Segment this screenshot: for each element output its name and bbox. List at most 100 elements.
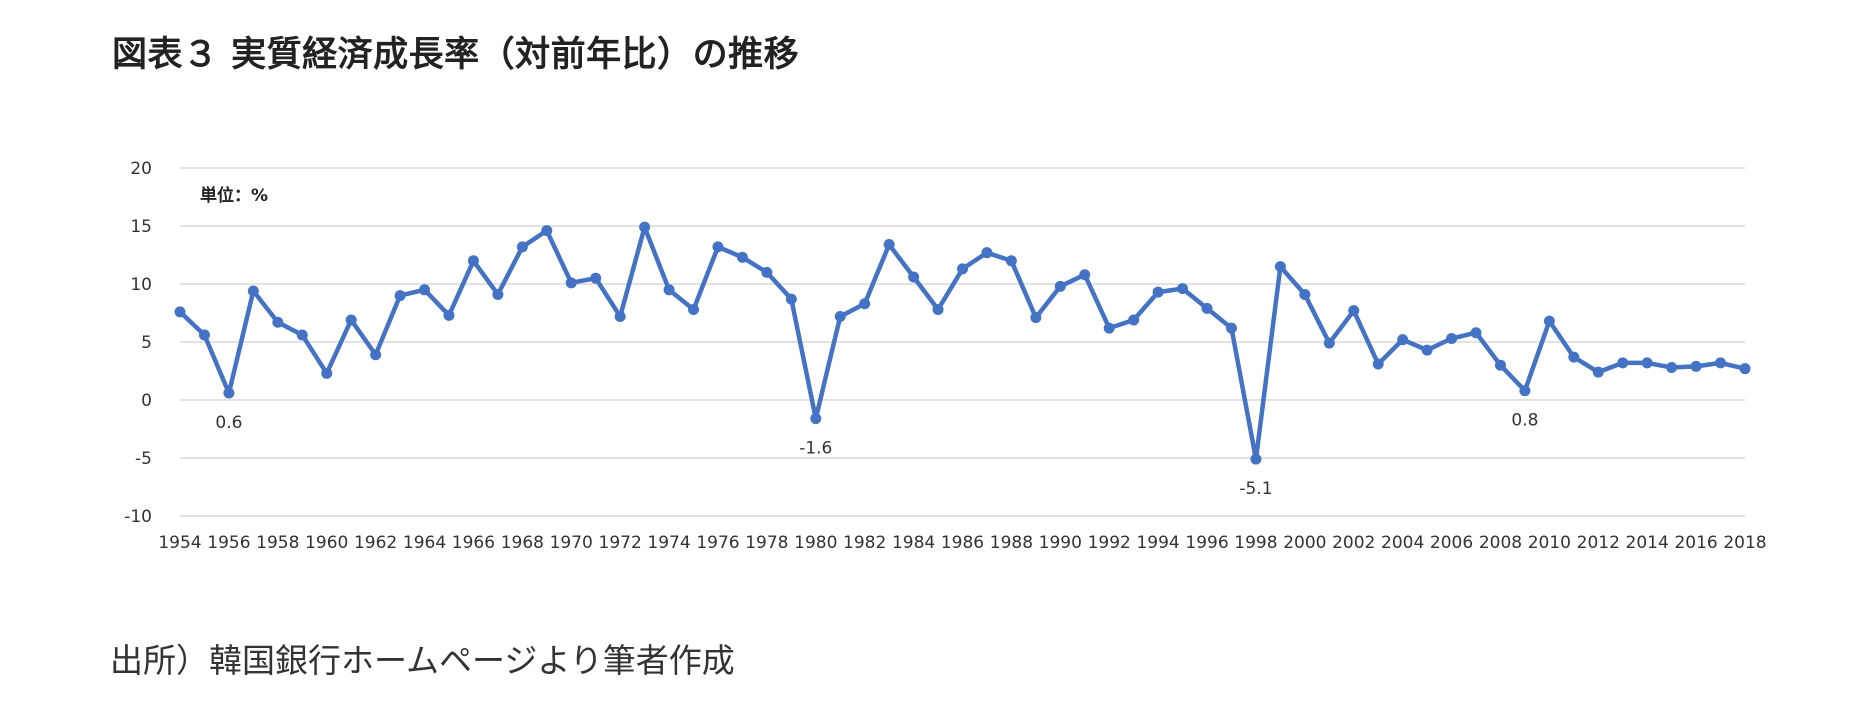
x-tick-label: 1980 [794,533,837,553]
data-point [198,329,210,341]
data-point [1348,305,1360,317]
x-axis-tick-labels: 1954 1956 1958 1960 1962 1964 1966 1968 1970 1972… [158,533,1766,553]
data-point [1715,357,1727,369]
data-point [467,255,479,267]
y-tick-label: 0 [141,391,152,411]
data-point [174,306,186,318]
data-point [272,316,284,328]
data-point [1250,453,1262,465]
data-point [981,247,993,259]
data-point [321,367,333,379]
data-point [1641,357,1653,369]
data-point [1519,385,1531,397]
y-tick-label: -5 [135,449,152,469]
data-point [1421,344,1433,356]
data-point [1274,261,1286,273]
data-point [1030,312,1042,324]
data-point [492,288,504,300]
data-point [1470,327,1482,339]
data-point [516,241,528,253]
data-point [663,284,675,296]
data-point [565,277,577,289]
data-label: 0.6 [215,413,242,433]
data-point [785,293,797,305]
x-tick-label: 1956 [207,533,250,553]
data-point [223,387,235,399]
data-point [1054,280,1066,292]
x-tick-label: 1986 [941,533,984,553]
data-point [761,266,773,278]
data-point [1225,322,1237,334]
data-point [1201,302,1213,314]
x-tick-label: 1978 [745,533,788,553]
data-point [639,221,651,233]
data-point [908,271,920,283]
data-point [957,263,968,275]
data-point [859,298,871,310]
x-tick-label: 1966 [452,533,495,553]
x-tick-label: 1976 [696,533,739,553]
data-point [1739,363,1751,375]
data-point [1446,333,1458,345]
x-tick-label: 1970 [550,533,593,553]
data-point [296,329,308,341]
x-tick-label: 1984 [892,533,935,553]
data-point [883,239,895,251]
x-tick-label: 2018 [1723,533,1766,553]
x-tick-label: 1954 [158,533,201,553]
y-tick-label: 5 [141,333,152,353]
data-point [1543,315,1555,327]
series-line [177,224,1748,462]
x-tick-label: 1968 [501,533,544,553]
unit-label: 単位：% [200,185,268,206]
data-point [370,349,382,361]
data-point [1690,360,1702,372]
data-point [394,290,406,302]
x-tick-label: 1962 [354,533,397,553]
data-labels: 0.6 -1.6 -5.1 0.8 [215,411,1538,499]
x-tick-label: 1972 [599,533,642,553]
data-point [1128,314,1140,326]
x-tick-label: 2010 [1528,533,1571,553]
x-tick-label: 1998 [1234,533,1277,553]
y-tick-label: -10 [124,507,152,527]
x-tick-label: 1982 [843,533,886,553]
x-tick-label: 2016 [1674,533,1717,553]
data-point [1494,359,1506,371]
y-tick-label: 15 [130,217,152,237]
data-point [736,251,748,263]
data-point [345,314,357,326]
y-tick-label: 20 [130,159,152,179]
data-point [1323,337,1335,349]
gridlines [180,167,1745,517]
data-point [1177,283,1189,295]
data-point [1397,334,1409,346]
x-tick-label: 1988 [990,533,1033,553]
data-point [1079,269,1091,281]
x-tick-label: 1992 [1088,533,1131,553]
x-tick-label: 2008 [1479,533,1522,553]
data-label: 0.8 [1511,411,1538,431]
data-point [1592,366,1604,378]
series-line-path [177,224,1748,462]
x-tick-label: 2012 [1577,533,1620,553]
data-points [174,221,1751,465]
x-tick-label: 2000 [1283,533,1326,553]
x-tick-label: 2014 [1626,533,1669,553]
data-point [541,225,553,237]
x-tick-label: 1958 [256,533,299,553]
data-point [247,285,259,297]
data-point [1152,286,1164,298]
data-point [1372,358,1384,370]
data-point [1617,357,1629,369]
data-point [688,304,700,316]
y-axis-tick-labels: 20 15 10 5 0 -5 -10 [124,159,152,527]
x-tick-label: 1960 [305,533,348,553]
data-point [1103,322,1115,334]
data-point [834,310,846,322]
data-point [443,309,455,321]
data-point [590,272,602,284]
data-point [810,413,822,425]
x-tick-label: 1990 [1039,533,1082,553]
